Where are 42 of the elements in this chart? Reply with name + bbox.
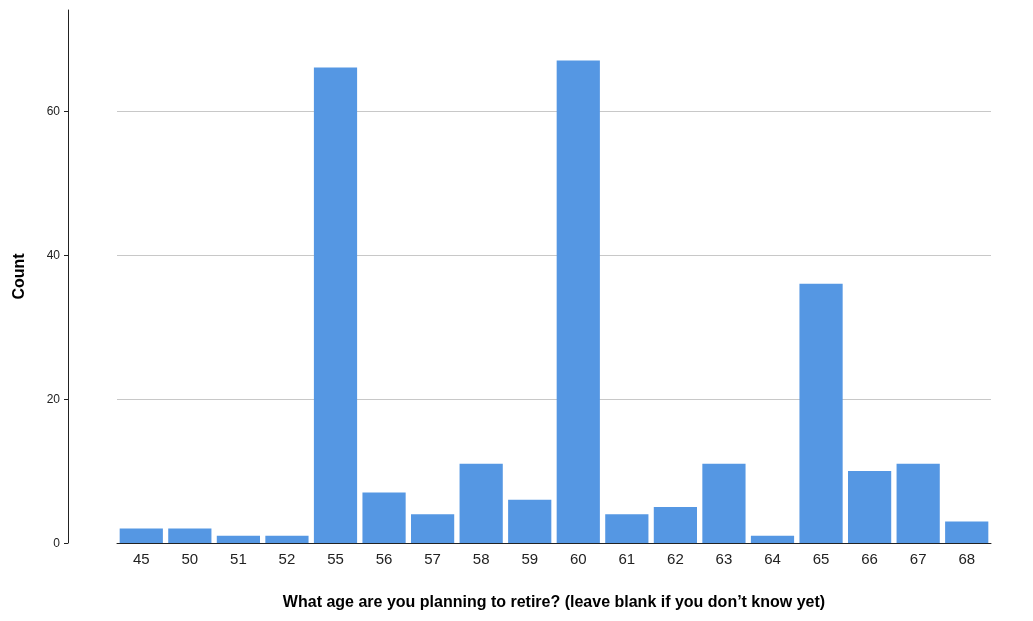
bar bbox=[313, 67, 358, 543]
bar bbox=[556, 60, 600, 543]
x-tick-label: 56 bbox=[375, 550, 393, 567]
bar bbox=[653, 506, 697, 543]
bar bbox=[459, 463, 503, 543]
bar bbox=[702, 463, 746, 543]
bar bbox=[216, 535, 260, 543]
x-tick-label: 64 bbox=[764, 550, 781, 567]
y-tick-label: 0 bbox=[53, 536, 61, 550]
x-tick-label: 66 bbox=[861, 550, 878, 567]
y-tick-label: 60 bbox=[46, 103, 61, 118]
x-tick-label: 58 bbox=[472, 550, 490, 567]
y-axis-title: Count bbox=[9, 252, 27, 300]
x-tick-label: 57 bbox=[424, 550, 441, 567]
x-tick-label: 60 bbox=[569, 550, 587, 567]
x-tick-label: 61 bbox=[618, 550, 636, 567]
x-axis-title: What age are you planning to retire? (leave blank if you don’t know yet) bbox=[282, 592, 826, 610]
bar bbox=[411, 514, 455, 543]
bar bbox=[265, 535, 309, 543]
bar bbox=[896, 463, 940, 543]
bar bbox=[750, 535, 795, 543]
bar bbox=[848, 470, 892, 543]
x-tick-label: 59 bbox=[521, 550, 539, 567]
bar bbox=[168, 528, 212, 543]
x-tick-label: 63 bbox=[715, 550, 733, 567]
x-tick-label: 68 bbox=[958, 550, 976, 567]
y-tick-label: 20 bbox=[46, 391, 61, 406]
bar bbox=[119, 528, 163, 543]
bar bbox=[945, 521, 989, 543]
x-tick-label: 67 bbox=[909, 550, 927, 567]
x-tick-label: 55 bbox=[327, 550, 344, 567]
x-tick-label: 62 bbox=[667, 550, 684, 567]
bar bbox=[508, 499, 552, 543]
x-tick-label: 51 bbox=[230, 550, 247, 567]
bar bbox=[605, 514, 649, 543]
bar bbox=[799, 283, 843, 543]
x-tick-label: 45 bbox=[132, 550, 150, 567]
x-tick-label: 65 bbox=[812, 550, 830, 567]
bar bbox=[362, 492, 406, 543]
x-tick-label: 50 bbox=[181, 550, 199, 567]
x-tick-label: 52 bbox=[278, 550, 296, 567]
y-tick-label: 40 bbox=[46, 247, 61, 262]
